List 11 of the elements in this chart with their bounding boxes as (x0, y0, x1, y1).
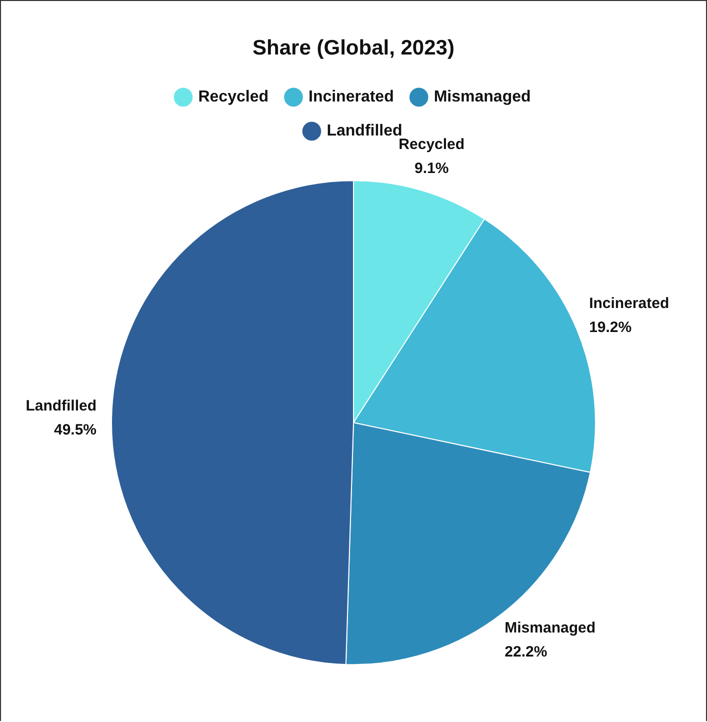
slice-label: Mismanaged (504, 620, 596, 637)
data-label: 22.2% (504, 644, 548, 661)
legend-label: Mismanaged (434, 88, 531, 106)
data-label: 19.2% (589, 318, 632, 336)
legend-label: Incinerated (308, 88, 394, 106)
slice-label: Incinerated (589, 294, 670, 312)
chart-title: Share (Global, 2023) (252, 36, 454, 60)
legend-label: Recycled (198, 88, 268, 106)
slice-label: Landfilled (26, 397, 97, 414)
data-label: 9.1% (414, 160, 449, 177)
data-label: 49.5% (54, 421, 97, 438)
